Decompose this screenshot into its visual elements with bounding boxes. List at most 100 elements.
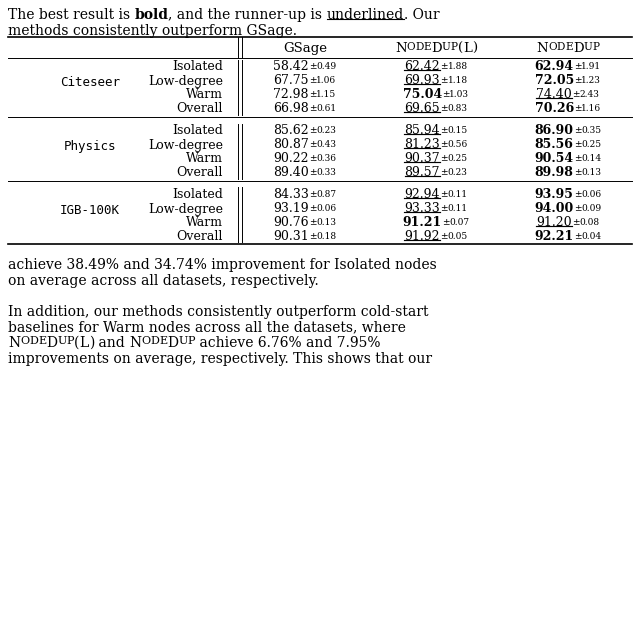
Text: P: P xyxy=(451,42,458,52)
Text: 84.33: 84.33 xyxy=(273,188,309,202)
Text: ±: ± xyxy=(309,190,317,199)
Text: ±: ± xyxy=(440,126,447,135)
Text: 93.95: 93.95 xyxy=(535,188,573,202)
Text: 90.54: 90.54 xyxy=(534,152,573,165)
Text: 1.23: 1.23 xyxy=(581,76,602,85)
Text: 1.06: 1.06 xyxy=(316,76,337,85)
Text: P: P xyxy=(67,336,74,346)
Text: 80.87: 80.87 xyxy=(273,139,309,152)
Text: ±: ± xyxy=(440,154,447,163)
Text: 89.40: 89.40 xyxy=(273,167,309,180)
Text: Citeseer: Citeseer xyxy=(60,76,120,89)
Text: (: ( xyxy=(458,42,463,55)
Text: Low-degree: Low-degree xyxy=(148,74,223,87)
Text: ±: ± xyxy=(309,140,317,149)
Text: ±: ± xyxy=(440,140,447,149)
Text: underlined: underlined xyxy=(327,8,404,22)
Text: 0.49: 0.49 xyxy=(317,62,337,71)
Text: N: N xyxy=(8,336,20,350)
Text: 89.98: 89.98 xyxy=(535,167,573,180)
Text: O: O xyxy=(548,42,557,52)
Text: 0.61: 0.61 xyxy=(317,104,337,113)
Text: 62.94: 62.94 xyxy=(534,61,573,74)
Text: 90.22: 90.22 xyxy=(273,152,309,165)
Text: ): ) xyxy=(472,42,477,55)
Text: 90.31: 90.31 xyxy=(273,230,309,243)
Text: Warm: Warm xyxy=(186,152,223,165)
Text: 0.33: 0.33 xyxy=(317,168,337,177)
Text: ±: ± xyxy=(442,218,449,227)
Text: 86.90: 86.90 xyxy=(534,125,573,137)
Text: Overall: Overall xyxy=(177,230,223,243)
Text: D: D xyxy=(431,42,442,55)
Text: Warm: Warm xyxy=(186,89,223,102)
Text: ±: ± xyxy=(573,62,581,71)
Text: ±: ± xyxy=(572,90,580,99)
Text: 0.83: 0.83 xyxy=(447,104,468,113)
Text: ±: ± xyxy=(309,104,317,113)
Text: Isolated: Isolated xyxy=(172,125,223,137)
Text: and: and xyxy=(94,336,129,350)
Text: 92.94: 92.94 xyxy=(404,188,440,202)
Text: ±: ± xyxy=(309,76,316,85)
Text: 93.19: 93.19 xyxy=(273,203,309,215)
Text: achieve 38.49% and 34.74% improvement for Isolated nodes: achieve 38.49% and 34.74% improvement fo… xyxy=(8,258,436,273)
Text: Low-degree: Low-degree xyxy=(148,203,223,215)
Text: ±: ± xyxy=(309,90,316,99)
Text: 0.06: 0.06 xyxy=(317,204,337,213)
Text: Isolated: Isolated xyxy=(172,188,223,202)
Text: 1.18: 1.18 xyxy=(447,76,468,85)
Text: D: D xyxy=(150,336,159,346)
Text: L: L xyxy=(463,42,472,55)
Text: 0.13: 0.13 xyxy=(581,168,601,177)
Text: 0.23: 0.23 xyxy=(447,168,467,177)
Text: D: D xyxy=(168,336,179,350)
Text: 0.25: 0.25 xyxy=(581,140,601,149)
Text: N: N xyxy=(536,42,548,55)
Text: 58.42: 58.42 xyxy=(273,61,309,74)
Text: E: E xyxy=(159,336,168,346)
Text: baselines for Warm nodes across all the datasets, where: baselines for Warm nodes across all the … xyxy=(8,321,406,334)
Text: 91.20: 91.20 xyxy=(536,217,572,230)
Text: 62.42: 62.42 xyxy=(404,61,440,74)
Text: achieve 6.76% and 7.95%: achieve 6.76% and 7.95% xyxy=(195,336,381,350)
Text: 75.04: 75.04 xyxy=(403,89,442,102)
Text: E: E xyxy=(565,42,573,52)
Text: U: U xyxy=(179,336,188,346)
Text: 85.62: 85.62 xyxy=(273,125,309,137)
Text: O: O xyxy=(20,336,29,346)
Text: 0.06: 0.06 xyxy=(581,190,601,199)
Text: 0.23: 0.23 xyxy=(317,126,337,135)
Text: ±: ± xyxy=(309,126,317,135)
Text: IGB-100K: IGB-100K xyxy=(60,204,120,217)
Text: 0.56: 0.56 xyxy=(447,140,468,149)
Text: 1.91: 1.91 xyxy=(581,62,602,71)
Text: (: ( xyxy=(74,336,79,350)
Text: 0.08: 0.08 xyxy=(579,218,600,227)
Text: 1.03: 1.03 xyxy=(449,90,469,99)
Text: 0.43: 0.43 xyxy=(317,140,337,149)
Text: 92.21: 92.21 xyxy=(534,230,574,243)
Text: 72.05: 72.05 xyxy=(534,74,574,87)
Text: 94.00: 94.00 xyxy=(534,203,574,215)
Text: 0.14: 0.14 xyxy=(581,154,602,163)
Text: L: L xyxy=(79,336,88,350)
Text: on average across all datasets, respectively.: on average across all datasets, respecti… xyxy=(8,274,319,288)
Text: 91.21: 91.21 xyxy=(403,217,442,230)
Text: ±: ± xyxy=(442,90,449,99)
Text: 0.87: 0.87 xyxy=(317,190,337,199)
Text: Warm: Warm xyxy=(186,217,223,230)
Text: ±: ± xyxy=(574,104,581,113)
Text: 0.04: 0.04 xyxy=(581,232,602,241)
Text: P: P xyxy=(593,42,600,52)
Text: Overall: Overall xyxy=(177,167,223,180)
Text: Isolated: Isolated xyxy=(172,61,223,74)
Text: O: O xyxy=(141,336,150,346)
Text: ±: ± xyxy=(573,190,581,199)
Text: ±: ± xyxy=(440,104,447,113)
Text: ±: ± xyxy=(440,204,447,213)
Text: 0.25: 0.25 xyxy=(447,154,468,163)
Text: ±: ± xyxy=(309,154,317,163)
Text: D: D xyxy=(573,42,584,55)
Text: 85.56: 85.56 xyxy=(535,139,573,152)
